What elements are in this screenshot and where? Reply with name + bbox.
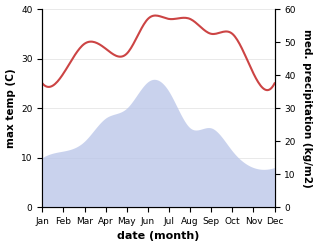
Y-axis label: med. precipitation (kg/m2): med. precipitation (kg/m2) [302,29,313,187]
Y-axis label: max temp (C): max temp (C) [5,68,16,148]
X-axis label: date (month): date (month) [117,231,200,242]
